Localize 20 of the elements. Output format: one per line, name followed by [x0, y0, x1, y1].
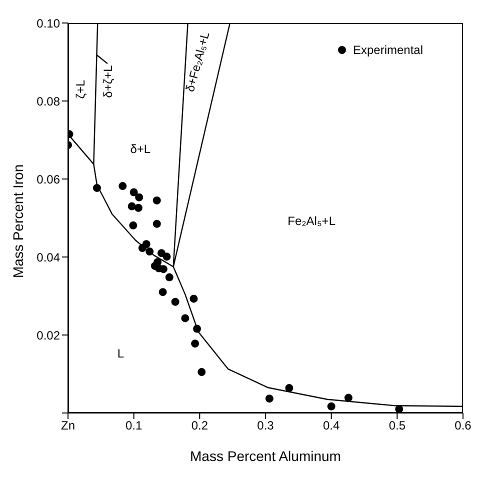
annotation: δ+L	[130, 142, 151, 156]
legend-label: Experimental	[352, 43, 423, 57]
x-tick-label: Zn	[60, 418, 76, 433]
annotation: δ+ζ+L	[100, 64, 115, 98]
annotation: Fe₂Al₅+L	[288, 214, 336, 228]
x-tick-label: 0.4	[322, 418, 340, 433]
x-axis-title: Mass Percent Aluminum	[190, 448, 341, 464]
x-tick-label: 0.3	[257, 418, 274, 433]
y-tick-label: 0.06	[36, 172, 60, 186]
y-tick-label: 0.04	[36, 250, 60, 264]
y-axis-title: Mass Percent Iron	[10, 164, 26, 278]
x-tick-label: 0.1	[125, 418, 142, 433]
x-tick-label: 0.2	[191, 418, 208, 433]
y-tick-label: 0.08	[36, 94, 60, 108]
x-tick-label: 0.6	[454, 418, 472, 433]
y-tick-label: 0.10	[36, 16, 60, 30]
x-tick-label: 0.5	[388, 418, 406, 433]
annotation: ζ+L	[73, 79, 88, 99]
y-tick-label: 0.02	[36, 328, 60, 342]
annotation: L	[117, 346, 124, 361]
